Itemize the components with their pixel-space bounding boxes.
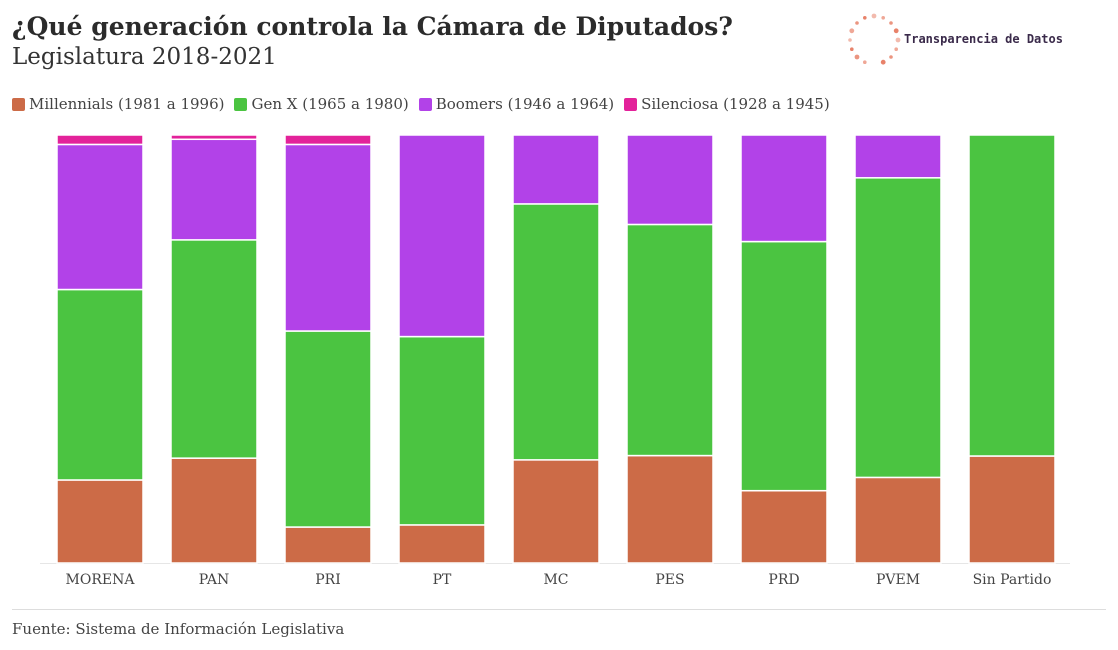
legend-label: Gen X (1965 a 1980) (251, 95, 409, 113)
bar-segment[interactable] (398, 335, 486, 526)
chart-legend: Millennials (1981 a 1996) Gen X (1965 a 1… (12, 95, 830, 113)
legend-item[interactable]: Millennials (1981 a 1996) (12, 95, 224, 113)
bar-segment[interactable] (284, 143, 372, 332)
logo-dot (894, 47, 898, 51)
legend-swatch (12, 97, 25, 111)
chart-title: ¿Qué generación controla la Cámara de Di… (12, 12, 733, 41)
bar-segment[interactable] (398, 134, 486, 338)
logo-dot (863, 60, 867, 64)
x-tick-label: MORENA (66, 572, 136, 588)
x-tick-label: Sin Partido (973, 572, 1052, 588)
legend-label: Silenciosa (1928 a 1945) (641, 95, 830, 113)
bar-segment[interactable] (626, 454, 714, 564)
logo-dot (871, 13, 877, 19)
brand-logo-text: Transparencia de Datos (904, 32, 1063, 46)
bar-segment[interactable] (512, 134, 600, 205)
source-note: Fuente: Sistema de Información Legislati… (12, 620, 345, 638)
bar-segment[interactable] (512, 203, 600, 461)
logo-dot (889, 55, 893, 59)
logo-dot (881, 16, 885, 20)
legend-swatch (624, 97, 638, 111)
footer-divider (12, 609, 1106, 610)
bar-segment[interactable] (56, 143, 144, 291)
bar-segment[interactable] (512, 459, 600, 564)
bar-segment[interactable] (56, 479, 144, 564)
bar-segment[interactable] (740, 240, 828, 492)
bar-segment[interactable] (284, 526, 372, 564)
logo-dot (850, 47, 854, 51)
logo-dot (855, 21, 859, 25)
bar-segment[interactable] (626, 134, 714, 226)
bar-segment[interactable] (398, 524, 486, 564)
x-tick-label: PES (655, 572, 684, 588)
bar-segment[interactable] (740, 134, 828, 243)
bar-segment[interactable] (968, 134, 1056, 457)
x-tick-label: PRD (768, 572, 799, 588)
logo-dot (863, 16, 867, 20)
legend-item[interactable]: Boomers (1946 a 1964) (418, 95, 615, 113)
legend-swatch (418, 97, 432, 111)
x-tick-label: PT (433, 572, 452, 588)
legend-swatch (234, 97, 248, 111)
bar-segment[interactable] (170, 138, 258, 241)
dotted-circle-icon (848, 13, 901, 65)
x-tick-label: MC (543, 572, 568, 588)
bar-segment[interactable] (284, 330, 372, 528)
x-tick-label: PAN (199, 572, 230, 588)
legend-item[interactable]: Gen X (1965 a 1980) (234, 95, 409, 113)
logo-dot (848, 38, 852, 42)
logo-dot (893, 28, 899, 34)
bar-segment[interactable] (170, 457, 258, 564)
x-tick-label: PRI (315, 572, 341, 588)
logo-dot (889, 21, 893, 25)
legend-label: Millennials (1981 a 1996) (29, 95, 225, 113)
stacked-bar-chart: MORENA PAN PRI PT MC PES PRD PVEM Sin Partido (40, 134, 1070, 588)
logo-dot (895, 37, 901, 43)
bar-segment[interactable] (968, 455, 1056, 564)
brand-logo[interactable]: Transparencia de Datos (846, 6, 1106, 68)
bar-segment[interactable] (284, 134, 372, 146)
bar-segment[interactable] (56, 288, 144, 481)
bar-segment[interactable] (170, 134, 258, 141)
bar-segment[interactable] (740, 489, 828, 564)
bar-segment[interactable] (854, 134, 942, 179)
bar-segment[interactable] (170, 239, 258, 459)
bar-segment[interactable] (854, 177, 942, 479)
bar-segment[interactable] (854, 476, 942, 564)
logo-dot (854, 54, 860, 60)
chart-subtitle: Legislatura 2018-2021 (12, 44, 277, 70)
bar-segment[interactable] (56, 134, 144, 146)
x-tick-label: PVEM (876, 572, 920, 588)
bar-segment[interactable] (626, 223, 714, 457)
logo-dot (880, 59, 886, 65)
legend-label: Boomers (1946 a 1964) (435, 95, 615, 113)
legend-item[interactable]: Silenciosa (1928 a 1945) (624, 95, 830, 113)
logo-dot (849, 28, 855, 34)
